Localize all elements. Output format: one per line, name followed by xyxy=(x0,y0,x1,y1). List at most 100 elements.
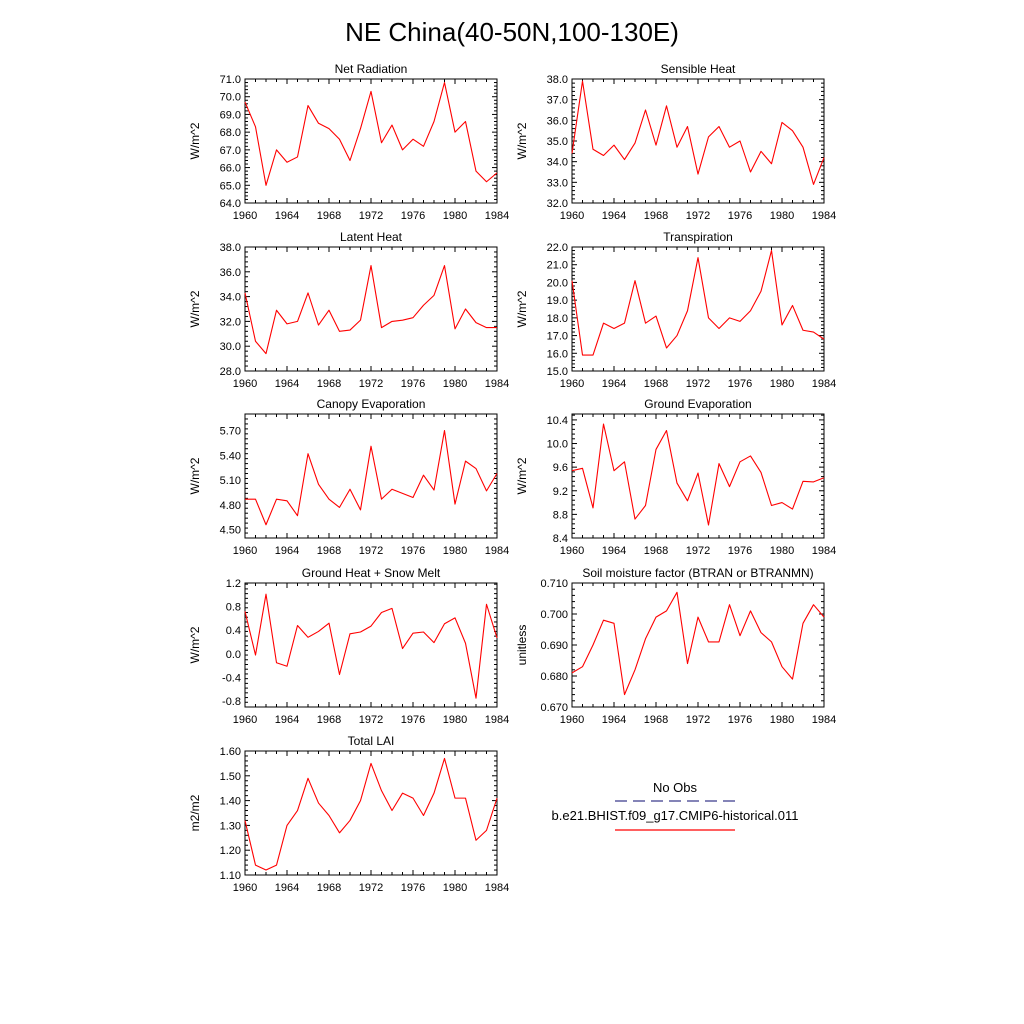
y-tick-label: 0.690 xyxy=(540,640,568,652)
y-tick-label: 36.0 xyxy=(547,115,568,127)
x-tick-label: 1968 xyxy=(644,714,668,726)
x-tick-label: 1960 xyxy=(233,714,257,726)
x-tick-label: 1980 xyxy=(770,378,794,390)
x-tick-label: 1972 xyxy=(686,378,710,390)
series-line xyxy=(571,423,825,526)
x-tick-label: 1976 xyxy=(728,714,752,726)
panel-title: Ground Evaporation xyxy=(644,397,751,411)
panel-title: Sensible Heat xyxy=(661,62,736,76)
x-tick-label: 1980 xyxy=(770,545,794,557)
y-tick-label: 68.0 xyxy=(220,127,241,139)
x-tick-label: 1964 xyxy=(602,545,626,557)
series-line xyxy=(244,757,498,871)
y-axis-label: W/m^2 xyxy=(188,122,202,159)
figure-title: NE China(40-50N,100-130E) xyxy=(345,17,679,47)
plot-frame xyxy=(244,582,498,708)
y-tick-label: 5.70 xyxy=(220,426,241,438)
y-tick-label: 8.8 xyxy=(553,509,568,521)
y-tick-label: 20.0 xyxy=(547,277,568,289)
x-tick-label: 1976 xyxy=(401,714,425,726)
x-tick-label: 1984 xyxy=(485,210,509,222)
x-tick-label: 1960 xyxy=(233,378,257,390)
x-tick-label: 1968 xyxy=(317,545,341,557)
y-tick-label: 34.0 xyxy=(220,292,241,304)
y-tick-label: 30.0 xyxy=(220,341,241,353)
y-tick-label: -0.4 xyxy=(222,672,241,684)
panel-title: Total LAI xyxy=(348,734,395,748)
x-tick-label: 1968 xyxy=(317,210,341,222)
y-tick-label: 5.10 xyxy=(220,475,241,487)
x-tick-label: 1960 xyxy=(560,545,584,557)
x-tick-label: 1960 xyxy=(560,714,584,726)
x-tick-label: 1976 xyxy=(401,882,425,894)
y-tick-label: 1.30 xyxy=(220,820,241,832)
panel-title: Net Radiation xyxy=(335,62,408,76)
y-tick-label: 21.0 xyxy=(547,260,568,272)
y-tick-label: 17.0 xyxy=(547,331,568,343)
y-tick-label: 32.0 xyxy=(547,198,568,210)
x-tick-label: 1964 xyxy=(275,210,299,222)
series-line xyxy=(244,81,498,186)
y-tick-label: 32.0 xyxy=(220,316,241,328)
series-line xyxy=(571,249,825,356)
y-tick-label: 67.0 xyxy=(220,145,241,157)
chart-panel-5: 1960 1964 1968 1972 1976 1980 1984 4.50 4.80 5.10… xyxy=(188,397,509,557)
panels-group: 1960 1964 1968 1972 1976 1980 1984 64.0 65.0 66.0… xyxy=(188,62,836,894)
y-tick-label: 1.10 xyxy=(220,870,241,882)
chart-panel-8: 1960 1964 1968 1972 1976 1980 1984 0.670 0.680 0.… xyxy=(515,566,836,726)
y-tick-label: 0.710 xyxy=(540,578,568,590)
x-tick-label: 1976 xyxy=(401,545,425,557)
plot-frame xyxy=(571,413,825,539)
chart-panel-3: 1960 1964 1968 1972 1976 1980 1984 28.0 30.0 32.0… xyxy=(188,230,509,390)
x-tick-label: 1984 xyxy=(812,378,836,390)
chart-panel-1: 1960 1964 1968 1972 1976 1980 1984 64.0 65.0 66.0… xyxy=(188,62,509,222)
y-tick-label: 28.0 xyxy=(220,366,241,378)
series-line xyxy=(571,591,825,696)
x-tick-label: 1972 xyxy=(359,378,383,390)
x-tick-label: 1972 xyxy=(686,545,710,557)
x-tick-label: 1972 xyxy=(359,210,383,222)
y-tick-label: 69.0 xyxy=(220,109,241,121)
x-tick-label: 1976 xyxy=(401,378,425,390)
y-axis-label: W/m^2 xyxy=(515,290,529,327)
panel-title: Ground Heat + Snow Melt xyxy=(302,566,441,580)
y-tick-label: 37.0 xyxy=(547,95,568,107)
legend-entry-model-label: b.e21.BHIST.f09_g17.CMIP6-historical.011 xyxy=(552,808,799,823)
panel-title: Soil moisture factor (BTRAN or BTRANMN) xyxy=(582,566,813,580)
x-tick-label: 1964 xyxy=(275,378,299,390)
y-tick-label: 15.0 xyxy=(547,366,568,378)
y-tick-label: 38.0 xyxy=(220,242,241,254)
x-tick-label: 1960 xyxy=(560,378,584,390)
x-tick-label: 1980 xyxy=(443,210,467,222)
x-tick-label: 1968 xyxy=(644,210,668,222)
x-tick-label: 1960 xyxy=(560,210,584,222)
x-tick-label: 1968 xyxy=(644,378,668,390)
y-tick-label: 0.680 xyxy=(540,671,568,683)
y-tick-label: 4.80 xyxy=(220,500,241,512)
chart-panel-4: 1960 1964 1968 1972 1976 1980 1984 15.0 16.0 17.0… xyxy=(515,230,836,390)
y-tick-label: 66.0 xyxy=(220,163,241,175)
x-tick-label: 1972 xyxy=(359,545,383,557)
x-tick-label: 1968 xyxy=(644,545,668,557)
y-tick-label: 9.6 xyxy=(553,462,568,474)
y-tick-label: 34.0 xyxy=(547,157,568,169)
y-axis-label: unitless xyxy=(515,625,529,666)
y-tick-label: 36.0 xyxy=(220,267,241,279)
x-tick-label: 1964 xyxy=(275,545,299,557)
x-tick-label: 1984 xyxy=(812,714,836,726)
x-tick-label: 1964 xyxy=(602,210,626,222)
x-tick-label: 1972 xyxy=(359,882,383,894)
x-tick-label: 1960 xyxy=(233,545,257,557)
y-tick-label: 1.40 xyxy=(220,796,241,808)
x-tick-label: 1980 xyxy=(443,378,467,390)
plot-frame xyxy=(571,246,825,372)
plot-frame xyxy=(571,582,825,708)
chart-panel-6: 1960 1964 1968 1972 1976 1980 1984 8.4 8.8 9.2 9.6… xyxy=(515,397,836,557)
series-line xyxy=(571,80,825,185)
y-tick-label: 1.50 xyxy=(220,771,241,783)
x-tick-label: 1984 xyxy=(812,545,836,557)
y-tick-label: 8.4 xyxy=(553,533,568,545)
y-axis-label: W/m^2 xyxy=(188,457,202,494)
plot-frame xyxy=(244,78,498,204)
